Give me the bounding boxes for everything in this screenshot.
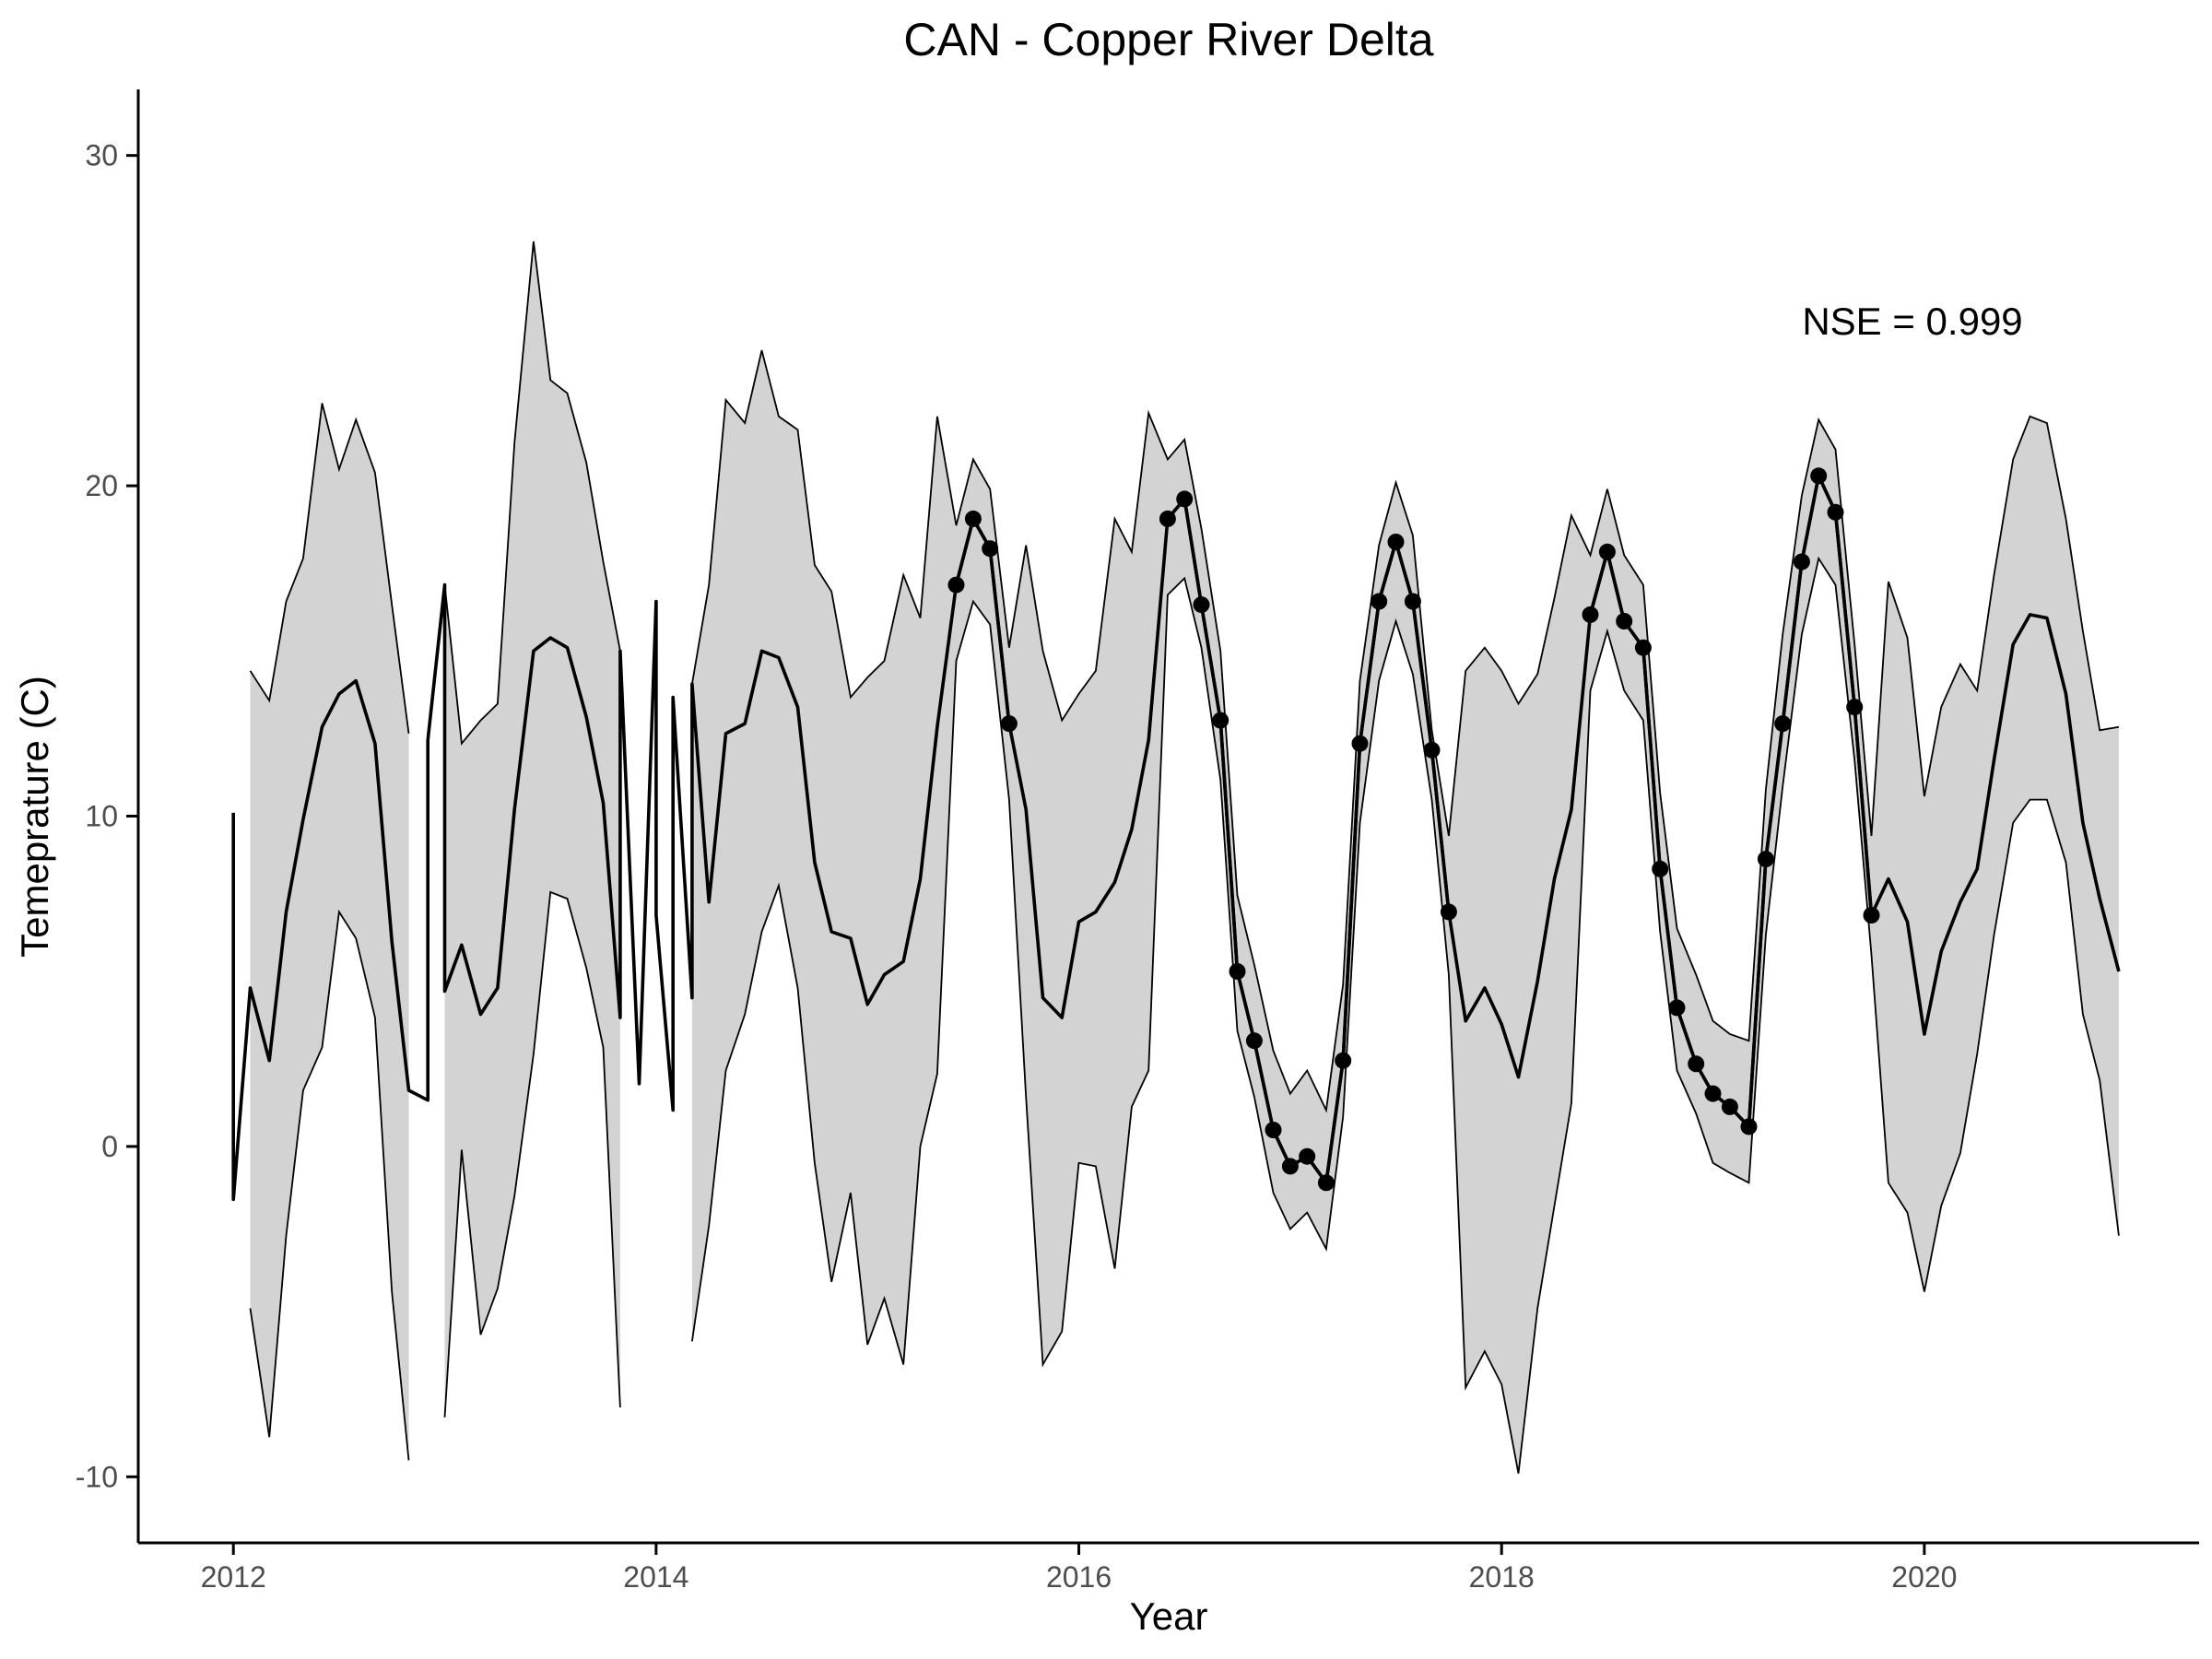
y-tick-label: 10 xyxy=(85,800,118,833)
observed-point xyxy=(1245,1032,1263,1050)
x-tick-label: 2012 xyxy=(201,1560,266,1594)
y-tick-label: 20 xyxy=(85,469,118,502)
observed-point xyxy=(1193,596,1210,614)
observed-point xyxy=(1793,553,1810,571)
observed-point xyxy=(1863,907,1880,924)
observed-point xyxy=(1634,639,1652,656)
observed-point xyxy=(982,540,999,558)
nse-annotation: NSE = 0.999 xyxy=(1802,300,2022,343)
y-tick-label: -10 xyxy=(76,1460,118,1493)
observed-line-run-1 xyxy=(954,517,1011,724)
observed-point xyxy=(1404,593,1421,610)
ribbon-segment-3 xyxy=(691,350,2119,1474)
observed-point xyxy=(1212,712,1230,729)
observed-point xyxy=(1265,1122,1282,1138)
y-axis-ticks: -10 0 10 20 30 xyxy=(76,139,138,1493)
observed-point xyxy=(947,576,965,594)
observed-point xyxy=(1423,741,1441,759)
x-tick-label: 2016 xyxy=(1046,1560,1112,1594)
observed-point xyxy=(1440,903,1457,921)
observed-point xyxy=(1846,699,1864,716)
y-tick-label: 30 xyxy=(85,139,118,172)
prediction-interval-ribbon xyxy=(250,241,2119,1474)
upper-bound-line-2 xyxy=(443,241,621,746)
x-tick-label: 2014 xyxy=(623,1560,688,1594)
lower-bound-line-1 xyxy=(249,909,410,1461)
observed-point xyxy=(1810,467,1828,485)
observed-point xyxy=(1652,860,1669,877)
observed-temperature-points xyxy=(947,467,1880,1192)
ribbon-segment-2 xyxy=(444,241,620,1418)
y-axis-title: Temeprature (C) xyxy=(13,676,56,958)
lower-bound-line-2 xyxy=(443,890,621,1418)
upper-bound-line-1 xyxy=(249,403,410,735)
lower-bound-line-3 xyxy=(691,556,2120,1474)
observed-point xyxy=(1317,1174,1335,1192)
observed-point xyxy=(1721,1098,1738,1115)
observed-point xyxy=(1176,490,1194,508)
upper-bound-line-3 xyxy=(691,349,2120,1113)
observed-point xyxy=(1582,606,1599,623)
observed-point xyxy=(1159,510,1176,527)
observed-point xyxy=(1299,1147,1316,1165)
observed-point xyxy=(964,510,982,527)
observed-point xyxy=(1351,735,1369,752)
observed-point xyxy=(1704,1085,1722,1102)
x-tick-label: 2020 xyxy=(1891,1560,1957,1594)
observed-point xyxy=(1688,1055,1705,1073)
x-axis-ticks: 2012 2014 2016 2018 2020 xyxy=(201,1543,1957,1594)
observed-point xyxy=(1335,1052,1352,1069)
y-tick-label: 0 xyxy=(101,1130,118,1163)
observed-point xyxy=(1774,715,1792,733)
prediction-interval-edges xyxy=(249,241,2120,1474)
observed-point xyxy=(1740,1118,1758,1135)
observed-point xyxy=(1387,534,1405,550)
observed-point xyxy=(1598,543,1616,560)
observed-point xyxy=(1000,715,1018,733)
observed-point xyxy=(1616,613,1633,629)
x-tick-label: 2018 xyxy=(1469,1560,1535,1594)
observed-point xyxy=(1281,1158,1299,1175)
observed-point xyxy=(1668,999,1686,1017)
observed-point xyxy=(1371,593,1388,610)
observed-point xyxy=(1229,963,1246,980)
observed-point xyxy=(1827,503,1844,521)
ribbon-segment-1 xyxy=(250,403,409,1461)
chart-title: CAN - Copper River Delta xyxy=(903,14,1433,65)
observed-point xyxy=(1757,851,1774,868)
x-axis-title: Year xyxy=(1130,1594,1208,1638)
